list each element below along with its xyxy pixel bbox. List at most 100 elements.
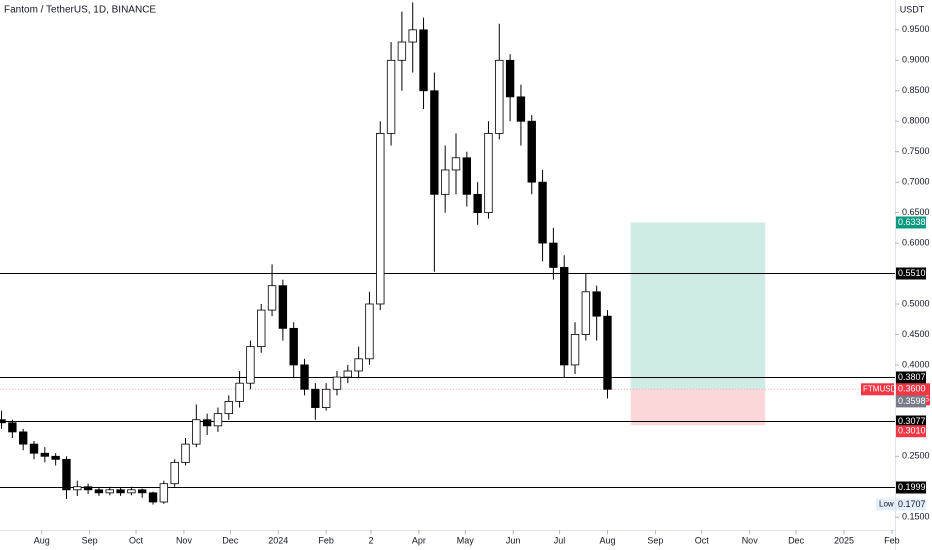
- candle-body: [235, 382, 244, 402]
- candle-body: [289, 327, 298, 366]
- candle-body: [581, 291, 591, 335]
- last-price-label: 0.3600: [898, 384, 926, 394]
- candle-body: [181, 443, 190, 463]
- candle-body: [354, 358, 363, 372]
- x-tick-label: Dec: [222, 535, 239, 545]
- x-tick-label: Oct: [695, 535, 710, 545]
- candle-body: [603, 315, 612, 390]
- candle-body: [397, 41, 407, 61]
- x-tick-label: 2025: [834, 535, 854, 545]
- low-name: Low: [879, 500, 894, 509]
- candle-body: [440, 169, 450, 195]
- y-tick-label: 0.6500: [902, 207, 930, 217]
- candle-body: [570, 334, 580, 366]
- candle-body: [408, 29, 417, 43]
- candle-body: [138, 489, 147, 494]
- currency-label: USDT: [900, 4, 925, 14]
- x-tick-label: Dec: [788, 535, 805, 545]
- target-zone: [630, 222, 766, 390]
- x-tick-label: Sep: [647, 535, 663, 545]
- x-tick-label: Nov: [742, 535, 759, 545]
- candle-body: [365, 303, 374, 360]
- bid-label: 0.3598: [898, 396, 926, 406]
- candle-body: [516, 96, 526, 122]
- level-label: 0.1999: [898, 482, 926, 492]
- candle-body: [224, 401, 233, 415]
- x-tick-label: Aug: [34, 535, 50, 545]
- y-tick-label: 0.6000: [902, 237, 930, 247]
- level-label: 0.3807: [898, 372, 926, 382]
- stop-label-box: [896, 425, 926, 438]
- candle-body: [343, 370, 352, 378]
- x-tick-label: Feb: [884, 535, 900, 545]
- y-tick-label: 0.9000: [902, 55, 930, 65]
- level-label-box: [896, 415, 926, 428]
- candle-body: [202, 419, 212, 427]
- candle-body: [592, 291, 601, 317]
- candle-body: [321, 388, 331, 408]
- y-tick-label: 0.7000: [902, 177, 930, 187]
- candle-body: [332, 376, 342, 390]
- candle-body: [0, 419, 6, 424]
- candle-body: [29, 443, 39, 454]
- level-label-box: [896, 481, 926, 494]
- candle-body: [267, 285, 277, 311]
- price-pane: [0, 2, 895, 505]
- candle-body: [495, 59, 504, 134]
- candle-body: [549, 242, 558, 268]
- candle-body: [18, 431, 28, 445]
- candle-body: [105, 489, 114, 494]
- candle-body: [257, 309, 266, 348]
- target-label: 0.6338: [898, 217, 926, 227]
- candle-body: [527, 120, 536, 183]
- x-tick-label: Sep: [82, 535, 98, 545]
- x-tick-label: 2: [368, 535, 373, 545]
- candle-body: [246, 346, 255, 384]
- bid-label-box: [896, 395, 926, 408]
- candle-body: [192, 419, 201, 445]
- x-tick-label: Nov: [176, 535, 193, 545]
- candle-body: [386, 59, 396, 134]
- y-tick-label: 0.2500: [902, 451, 930, 461]
- level-label-box: [896, 371, 926, 384]
- candle-body: [311, 388, 320, 408]
- symbol-label: FTMUSDT: [863, 384, 901, 393]
- low-value-box: [896, 498, 926, 511]
- symbol-box: [861, 383, 894, 396]
- chart-title: Fantom / TetherUS, 1D, BINANCE: [4, 5, 156, 16]
- y-tick-label: 0.7500: [902, 146, 930, 156]
- candle-body: [538, 181, 547, 244]
- candle-body: [94, 489, 104, 494]
- candle-body: [213, 413, 223, 427]
- low-name-box: [876, 498, 895, 511]
- x-tick-label: 2024: [268, 535, 288, 545]
- candle-body: [419, 29, 428, 92]
- candle-body: [127, 489, 136, 494]
- stop-zone: [630, 389, 766, 426]
- candle-body: [51, 455, 60, 460]
- candle-body: [62, 458, 71, 491]
- low-value: 0.1707: [898, 499, 926, 509]
- candle-body: [560, 267, 569, 366]
- level-label: 0.5510: [898, 268, 926, 278]
- level-label: 0.3077: [898, 416, 926, 426]
- candle-body: [505, 59, 515, 98]
- candle-body: [278, 285, 288, 329]
- candle-body: [116, 489, 125, 494]
- x-tick-label: Apr: [412, 535, 426, 545]
- x-tick-label: Oct: [129, 535, 144, 545]
- y-tick-label: 0.8000: [902, 116, 930, 126]
- level-label-box: [896, 267, 926, 280]
- candle-body: [376, 133, 385, 305]
- y-tick-label: 0.9500: [902, 24, 930, 34]
- candle-body: [148, 492, 158, 503]
- candle-body: [73, 486, 82, 491]
- y-tick-label: 0.5000: [902, 298, 930, 308]
- y-tick-label: 0.4500: [902, 329, 930, 339]
- y-tick-label: 0.4000: [902, 359, 930, 369]
- x-tick-label: Aug: [599, 535, 615, 545]
- y-tick-label: 0.8500: [902, 85, 930, 95]
- x-tick-label: Jul: [554, 535, 566, 545]
